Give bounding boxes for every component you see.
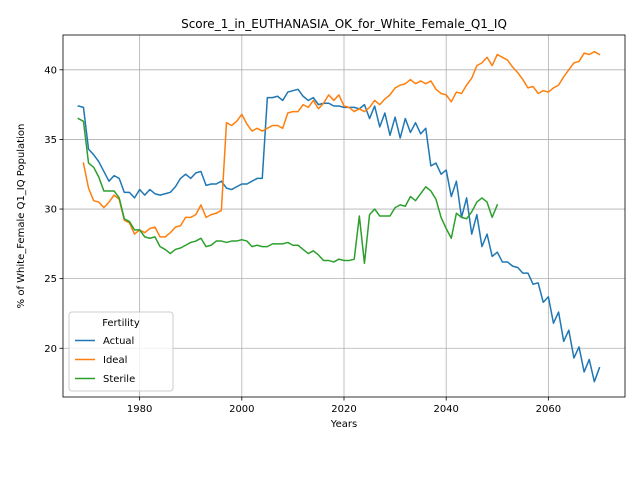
series-line-ideal <box>82 50 601 238</box>
legend-label-ideal: Ideal <box>103 355 127 366</box>
series-line-sterile <box>77 117 499 265</box>
legend-label-sterile: Sterile <box>103 374 135 385</box>
x-tick-label: 1980 <box>127 404 152 415</box>
y-axis-label: % of White_Female Q1_IQ Population <box>16 124 27 309</box>
axis-ticks: 1980 2000 2020 2040 2060 20 25 30 35 40 <box>44 65 561 415</box>
x-tick-label: 2020 <box>331 404 356 415</box>
y-tick-label: 35 <box>44 135 57 146</box>
legend-box <box>68 311 174 392</box>
x-axis-label: Years <box>330 419 357 430</box>
series-line-actual <box>77 88 601 383</box>
x-tick-label: 2040 <box>433 404 458 415</box>
legend: Fertility Actual Ideal Sterile <box>68 311 174 392</box>
y-tick-label: 20 <box>44 344 57 355</box>
legend-label-actual: Actual <box>103 336 134 347</box>
x-tick-label: 2000 <box>229 404 254 415</box>
legend-title: Fertility <box>102 318 140 329</box>
x-tick-label: 2060 <box>536 404 561 415</box>
series-layer <box>77 50 601 383</box>
y-tick-label: 30 <box>44 205 57 216</box>
chart-title: Score_1_in_EUTHANASIA_OK_for_White_Femal… <box>181 17 507 31</box>
y-tick-label: 40 <box>44 65 57 76</box>
y-tick-label: 25 <box>44 274 57 285</box>
grid <box>63 35 625 397</box>
legend-items: Actual Ideal Sterile <box>75 336 135 385</box>
